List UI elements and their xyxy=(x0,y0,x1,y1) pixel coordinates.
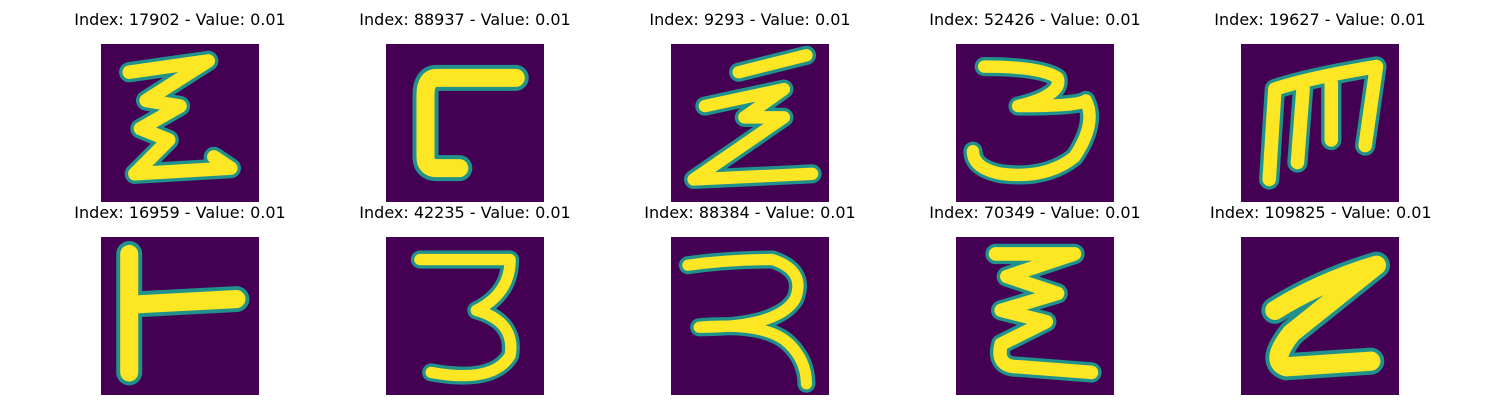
image-panel-8: Index: 88384 - Value: 0.01 xyxy=(640,203,860,395)
image-panel-7: Index: 42235 - Value: 0.01 xyxy=(355,203,575,395)
panel-title: Index: 17902 - Value: 0.01 xyxy=(74,10,286,29)
image-panel-10: Index: 109825 - Value: 0.01 xyxy=(1210,203,1432,395)
panel-title: Index: 109825 - Value: 0.01 xyxy=(1210,203,1432,222)
panel-title: Index: 52426 - Value: 0.01 xyxy=(929,10,1141,29)
image-panel-3: Index: 9293 - Value: 0.01 xyxy=(640,10,860,202)
slanted-z-icon xyxy=(1241,237,1399,395)
r-shape-icon xyxy=(671,237,829,395)
image-panel-5: Index: 19627 - Value: 0.01 xyxy=(1210,10,1430,202)
panel-title: Index: 88384 - Value: 0.01 xyxy=(644,203,856,222)
letter-m-icon xyxy=(1241,44,1399,202)
squiggle-e-icon xyxy=(956,237,1114,395)
zigzag-z-icon xyxy=(671,44,829,202)
panel-title: Index: 42235 - Value: 0.01 xyxy=(359,203,571,222)
panel-title: Index: 19627 - Value: 0.01 xyxy=(1214,10,1426,29)
square-c-icon xyxy=(386,44,544,202)
image-panel-2: Index: 88937 - Value: 0.01 xyxy=(355,10,575,202)
panel-title: Index: 9293 - Value: 0.01 xyxy=(649,10,851,29)
panel-title: Index: 70349 - Value: 0.01 xyxy=(929,203,1141,222)
panel-title: Index: 88937 - Value: 0.01 xyxy=(359,10,571,29)
digit-3-icon xyxy=(956,44,1114,202)
digit-3-icon xyxy=(386,237,544,395)
t-bar-icon xyxy=(101,237,259,395)
image-panel-6: Index: 16959 - Value: 0.01 xyxy=(70,203,290,395)
panel-title: Index: 16959 - Value: 0.01 xyxy=(74,203,286,222)
image-panel-4: Index: 52426 - Value: 0.01 xyxy=(925,10,1145,202)
squiggle-e-icon xyxy=(101,44,259,202)
image-panel-9: Index: 70349 - Value: 0.01 xyxy=(925,203,1145,395)
image-panel-1: Index: 17902 - Value: 0.01 xyxy=(70,10,290,202)
